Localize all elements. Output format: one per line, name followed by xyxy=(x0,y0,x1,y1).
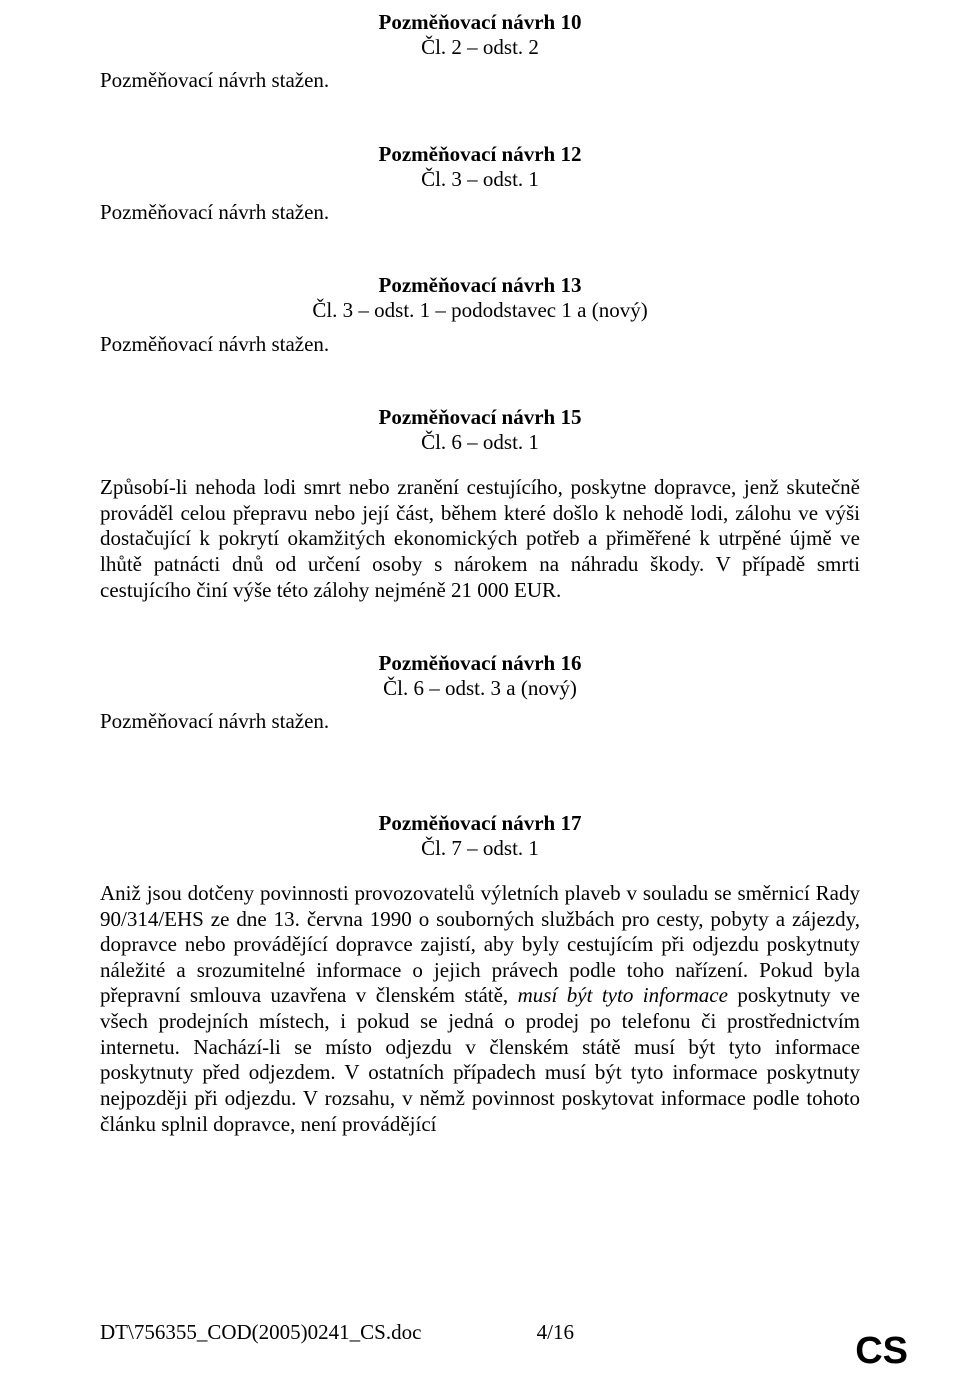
amend10-status: Pozměňovací návrh stažen. xyxy=(100,68,860,93)
footer-page-number: 4/16 xyxy=(537,1320,574,1345)
amend10-ref: Čl. 2 – odst. 2 xyxy=(100,35,860,60)
amend15-heading: Pozměňovací návrh 15 Čl. 6 – odst. 1 xyxy=(100,405,860,455)
amend15-body: Způsobí-li nehoda lodi smrt nebo zranění… xyxy=(100,475,860,603)
amend10-title: Pozměňovací návrh 10 xyxy=(100,10,860,35)
amend12-heading: Pozměňovací návrh 12 Čl. 3 – odst. 1 xyxy=(100,142,860,192)
amend17-body: Aniž jsou dotčeny povinnosti provozovate… xyxy=(100,881,860,1137)
amend12-title: Pozměňovací návrh 12 xyxy=(100,142,860,167)
amend16-status: Pozměňovací návrh stažen. xyxy=(100,709,860,734)
amend17-ref: Čl. 7 – odst. 1 xyxy=(100,836,860,861)
footer-doc-id: DT\756355_COD(2005)0241_CS.doc xyxy=(100,1320,421,1345)
amend17-heading: Pozměňovací návrh 17 Čl. 7 – odst. 1 xyxy=(100,811,860,861)
amend17-body-italic: musí být tyto informace xyxy=(518,983,728,1007)
amend13-title: Pozměňovací návrh 13 xyxy=(100,273,860,298)
amend13-heading: Pozměňovací návrh 13 Čl. 3 – odst. 1 – p… xyxy=(100,273,860,323)
amend12-ref: Čl. 3 – odst. 1 xyxy=(100,167,860,192)
page-container: Pozměňovací návrh 10 Čl. 2 – odst. 2 Poz… xyxy=(0,0,960,1379)
language-badge: CS xyxy=(855,1330,908,1373)
amend17-title: Pozměňovací návrh 17 xyxy=(100,811,860,836)
amend12-status: Pozměňovací návrh stažen. xyxy=(100,200,860,225)
amend16-title: Pozměňovací návrh 16 xyxy=(100,651,860,676)
amend15-ref: Čl. 6 – odst. 1 xyxy=(100,430,860,455)
amend15-title: Pozměňovací návrh 15 xyxy=(100,405,860,430)
amend13-status: Pozměňovací návrh stažen. xyxy=(100,332,860,357)
amend16-ref: Čl. 6 – odst. 3 a (nový) xyxy=(100,676,860,701)
amend16-heading: Pozměňovací návrh 16 Čl. 6 – odst. 3 a (… xyxy=(100,651,860,701)
page-footer: DT\756355_COD(2005)0241_CS.doc 4/16 xyxy=(100,1320,860,1345)
amend10-heading: Pozměňovací návrh 10 Čl. 2 – odst. 2 xyxy=(100,10,860,60)
amend13-ref: Čl. 3 – odst. 1 – pododstavec 1 a (nový) xyxy=(100,298,860,323)
